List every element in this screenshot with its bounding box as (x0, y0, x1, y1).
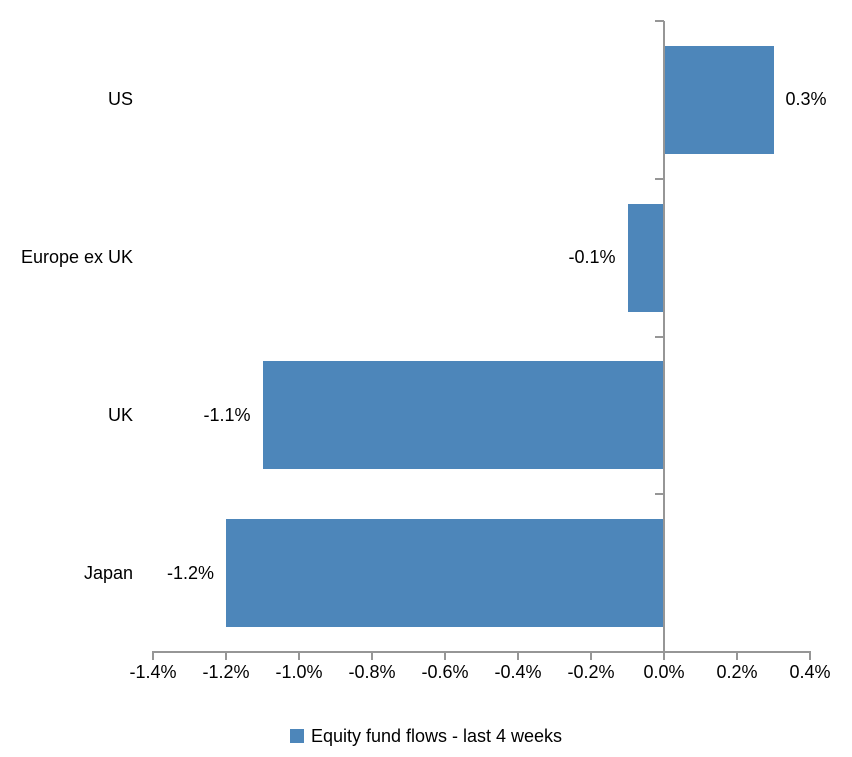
category-axis-tick (655, 651, 664, 653)
bar-uk (262, 361, 664, 470)
category-label-uk: UK (107, 404, 133, 425)
x-axis-tick-label: -1.4% (129, 662, 177, 682)
legend-label: Equity fund flows - last 4 weeks (310, 725, 563, 746)
x-axis-tick (590, 651, 592, 660)
x-axis-tick-label: -0.2% (567, 662, 615, 682)
x-axis-tick-label: 0.2% (716, 662, 758, 682)
x-axis-tick (517, 651, 519, 660)
category-label-japan: Japan (83, 562, 133, 583)
data-label-uk: -1.1% (203, 404, 251, 425)
x-axis-tick (809, 651, 811, 660)
x-axis-tick-label: -1.0% (275, 662, 323, 682)
x-axis-tick (225, 651, 227, 660)
bar-japan (226, 519, 664, 628)
bar-us (664, 45, 774, 154)
category-axis-line (663, 21, 665, 652)
x-axis-tick-label: -0.6% (421, 662, 469, 682)
category-label-europe-ex-uk: Europe ex UK (20, 247, 133, 268)
x-axis-tick (444, 651, 446, 660)
category-axis-tick (655, 177, 664, 180)
category-axis-tick (655, 493, 664, 496)
x-axis-tick-label: -0.4% (494, 662, 542, 682)
x-axis-tick-label: -0.8% (348, 662, 396, 682)
legend: Equity fund flows - last 4 weeks (0, 720, 852, 752)
category-label-us: US (107, 89, 133, 110)
x-axis-tick (152, 651, 154, 660)
x-axis-tick-label: -1.2% (202, 662, 250, 682)
x-axis-tick (736, 651, 738, 660)
data-label-europe-ex-uk: -0.1% (568, 247, 616, 268)
data-label-us: 0.3% (785, 89, 827, 110)
x-axis-tick (298, 651, 300, 660)
x-axis-tick (663, 651, 665, 660)
legend-marker-icon (289, 729, 304, 743)
data-label-japan: -1.2% (166, 562, 214, 583)
x-axis-tick (371, 651, 373, 660)
x-axis-tick-label: 0.0% (643, 662, 685, 682)
bar-europe-ex-uk (627, 203, 664, 312)
x-axis-line (152, 651, 811, 653)
category-axis-tick (655, 20, 664, 22)
category-axis-tick (655, 335, 664, 338)
x-axis-tick-label: 0.4% (789, 662, 831, 682)
